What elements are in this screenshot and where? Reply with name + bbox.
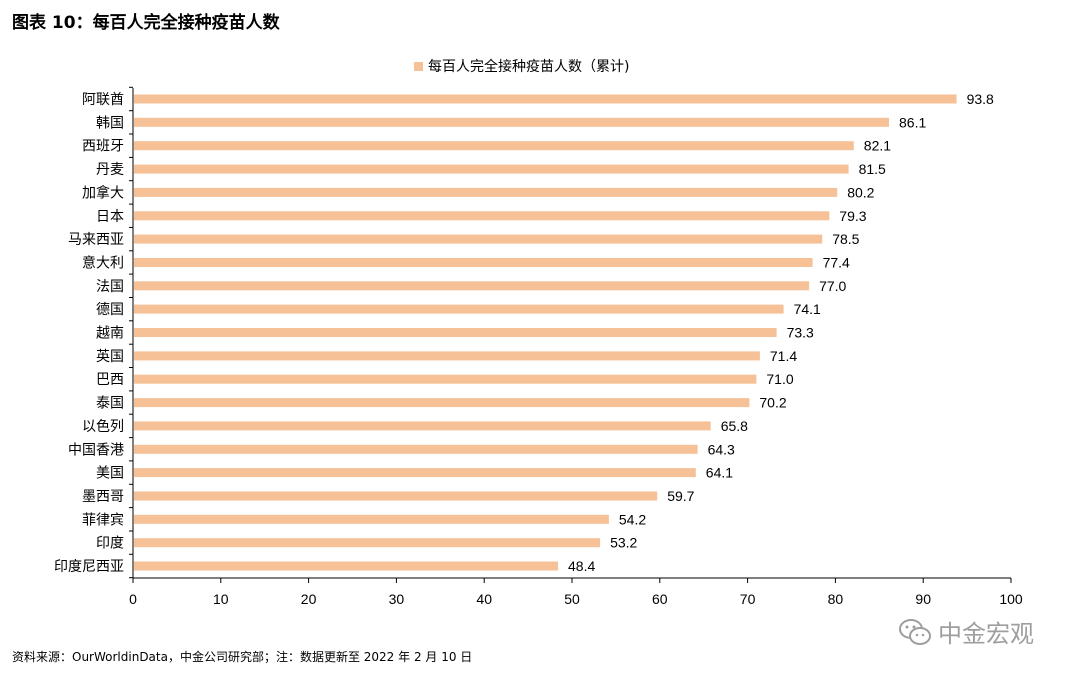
category-label: 德国 [96, 302, 124, 318]
category-label: 美国 [96, 466, 124, 482]
legend: 每百人完全接种疫苗人数（累计) [414, 58, 629, 75]
value-label: 78.5 [832, 231, 859, 247]
x-tick-label: 80 [828, 591, 844, 607]
x-tick-label: 0 [129, 591, 137, 607]
category-label: 墨西哥 [82, 489, 124, 505]
bar [134, 514, 609, 524]
x-ticks: 0 10 20 30 40 50 60 70 80 90 100 [129, 578, 1023, 607]
x-tick-label: 30 [389, 591, 405, 607]
x-tick-label: 50 [564, 591, 580, 607]
value-label: 86.1 [899, 114, 926, 130]
bar [134, 187, 838, 197]
legend-swatch [414, 62, 423, 71]
bar [134, 398, 750, 408]
bar [134, 141, 854, 151]
bars-group [134, 94, 957, 571]
bar [134, 234, 823, 244]
bar [134, 561, 558, 571]
bar [134, 258, 813, 267]
value-label: 74.1 [794, 301, 821, 317]
value-label: 70.2 [759, 395, 786, 411]
bar [134, 94, 957, 104]
watermark-text: 中金宏观 [938, 620, 1034, 648]
category-label: 越南 [96, 326, 124, 342]
category-label: 英国 [96, 348, 124, 365]
value-label: 48.4 [568, 558, 595, 574]
value-label: 77.0 [819, 278, 846, 294]
bar-chart: 每百人完全接种疫苗人数（累计) 阿联酋韩国西班牙丹麦加拿大日本马来西亚意大利法国… [54, 58, 1023, 607]
category-label: 中国香港 [68, 442, 124, 458]
value-labels: 93.8 86.1 82.1 81.5 80.2 79.3 78.5 77.4 77.0 74.1… [568, 91, 994, 574]
x-tick-label: 10 [213, 591, 229, 607]
value-label: 82.1 [864, 138, 891, 154]
category-label: 巴西 [96, 372, 124, 388]
bar [134, 374, 757, 384]
category-label: 以色列 [82, 418, 124, 435]
x-tick-label: 20 [301, 591, 317, 607]
category-label: 意大利 [82, 255, 124, 272]
category-label: 菲律宾 [82, 512, 124, 528]
category-label: 日本 [96, 209, 124, 225]
value-label: 65.8 [721, 418, 748, 434]
category-label: 阿联酋 [82, 91, 124, 108]
value-label: 93.8 [967, 91, 994, 107]
x-tick-label: 40 [476, 591, 492, 607]
value-label: 73.3 [787, 325, 814, 341]
category-label: 印度尼西亚 [54, 559, 124, 575]
figure-title: 图表 10：每百人完全接种疫苗人数 [12, 13, 280, 33]
x-tick-label: 60 [652, 591, 668, 607]
category-label: 韩国 [96, 115, 124, 131]
value-label: 80.2 [847, 184, 874, 200]
bar [134, 304, 784, 314]
bar [134, 491, 658, 501]
category-label: 泰国 [96, 396, 124, 412]
value-label: 64.1 [706, 465, 733, 481]
bar [134, 281, 810, 291]
x-tick-label: 70 [740, 591, 756, 607]
value-label: 81.5 [859, 161, 886, 177]
category-labels: 阿联酋韩国西班牙丹麦加拿大日本马来西亚意大利法国德国越南英国巴西泰国以色列中国香… [54, 91, 124, 575]
value-label: 79.3 [839, 208, 866, 224]
x-tick-label: 90 [915, 591, 931, 607]
x-tick-label: 100 [999, 591, 1023, 607]
bar [134, 328, 777, 337]
value-label: 59.7 [667, 488, 694, 504]
value-label: 53.2 [610, 535, 637, 551]
bar [134, 211, 830, 221]
watermark: 中金宏观 [898, 614, 1034, 649]
bar [134, 468, 696, 478]
category-label: 印度 [96, 536, 124, 552]
category-label: 马来西亚 [68, 232, 124, 248]
value-label: 77.4 [823, 255, 850, 271]
bar [134, 351, 760, 361]
category-label: 法国 [96, 279, 124, 295]
bar [134, 117, 889, 127]
category-label: 西班牙 [82, 139, 124, 155]
category-label: 加拿大 [82, 184, 124, 201]
bar [134, 538, 601, 548]
bar [134, 444, 698, 454]
category-label: 丹麦 [96, 162, 124, 178]
wechat-icon [899, 618, 931, 645]
bar [134, 421, 711, 431]
value-label: 64.3 [708, 441, 735, 457]
legend-label: 每百人完全接种疫苗人数（累计) [428, 58, 629, 75]
bar [134, 164, 849, 174]
value-label: 54.2 [619, 511, 646, 527]
value-label: 71.4 [770, 348, 797, 364]
source-note: 资料来源：OurWorldinData，中金公司研究部；注：数据更新至 2022… [12, 650, 473, 664]
value-label: 71.0 [766, 371, 793, 387]
